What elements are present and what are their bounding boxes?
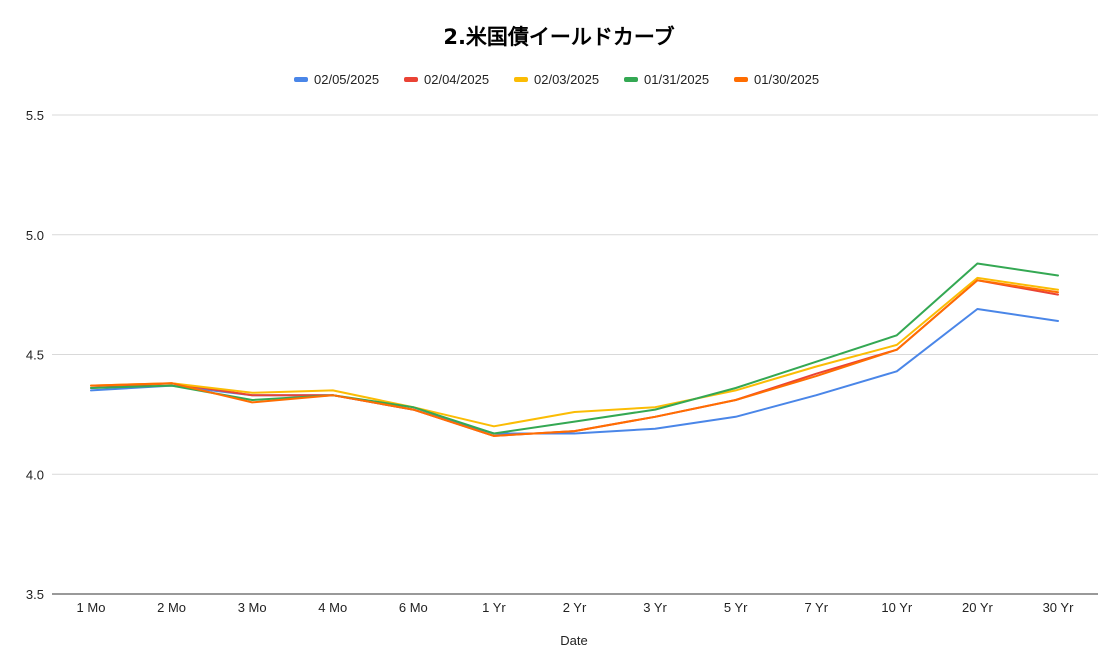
y-tick-label: 5.0 [26, 228, 44, 243]
x-tick-label: 4 Mo [318, 600, 347, 615]
y-tick-label: 5.5 [26, 108, 44, 123]
x-tick-label: 10 Yr [881, 600, 913, 615]
legend-swatch [624, 77, 638, 82]
chart-title: 2.米国債イールドカーブ [443, 25, 674, 49]
x-tick-label: 3 Mo [238, 600, 267, 615]
series-line-3 [90, 262, 1059, 435]
legend-label: 01/31/2025 [644, 72, 709, 87]
legend-swatch [734, 77, 748, 82]
y-axis-ticks: 3.5 4.0 4.5 5.0 5.5 [26, 108, 44, 602]
x-tick-label: 6 Mo [399, 600, 428, 615]
legend-item[interactable]: 02/04/2025 [404, 72, 489, 87]
series-lines [90, 262, 1059, 437]
x-tick-label: 2 Mo [157, 600, 186, 615]
legend-label: 02/04/2025 [424, 72, 489, 87]
legend-swatch [404, 77, 418, 82]
x-tick-label: 1 Mo [77, 600, 106, 615]
legend-label: 02/05/2025 [314, 72, 379, 87]
x-tick-label: 20 Yr [962, 600, 994, 615]
x-tick-label: 5 Yr [724, 600, 748, 615]
legend-swatch [514, 77, 528, 82]
legend-label: 01/30/2025 [754, 72, 819, 87]
x-axis-ticks: 1 Mo 2 Mo 3 Mo 4 Mo 6 Mo 1 Yr 2 Yr 3 Yr 5 Yr 7 Yr… [77, 600, 1075, 615]
y-tick-label: 3.5 [26, 587, 44, 602]
x-tick-label: 7 Yr [804, 600, 828, 615]
y-tick-label: 4.0 [26, 467, 44, 482]
legend-item[interactable]: 01/31/2025 [624, 72, 709, 87]
legend-swatch [294, 77, 308, 82]
x-tick-label: 30 Yr [1043, 600, 1075, 615]
legend-label: 02/03/2025 [534, 72, 599, 87]
x-axis-label: Date [560, 633, 587, 648]
series-line-4 [90, 279, 1059, 437]
x-tick-label: 2 Yr [563, 600, 587, 615]
x-tick-label: 3 Yr [643, 600, 667, 615]
legend: 02/05/2025 02/04/2025 02/03/2025 01/31/2025… [294, 72, 819, 87]
legend-item[interactable]: 02/05/2025 [294, 72, 379, 87]
y-tick-label: 4.5 [26, 348, 44, 363]
legend-item[interactable]: 01/30/2025 [734, 72, 819, 87]
series-line-2 [90, 276, 1059, 428]
series-line-0 [90, 308, 1059, 435]
legend-item[interactable]: 02/03/2025 [514, 72, 599, 87]
x-tick-label: 1 Yr [482, 600, 506, 615]
y-gridlines [52, 114, 1098, 475]
